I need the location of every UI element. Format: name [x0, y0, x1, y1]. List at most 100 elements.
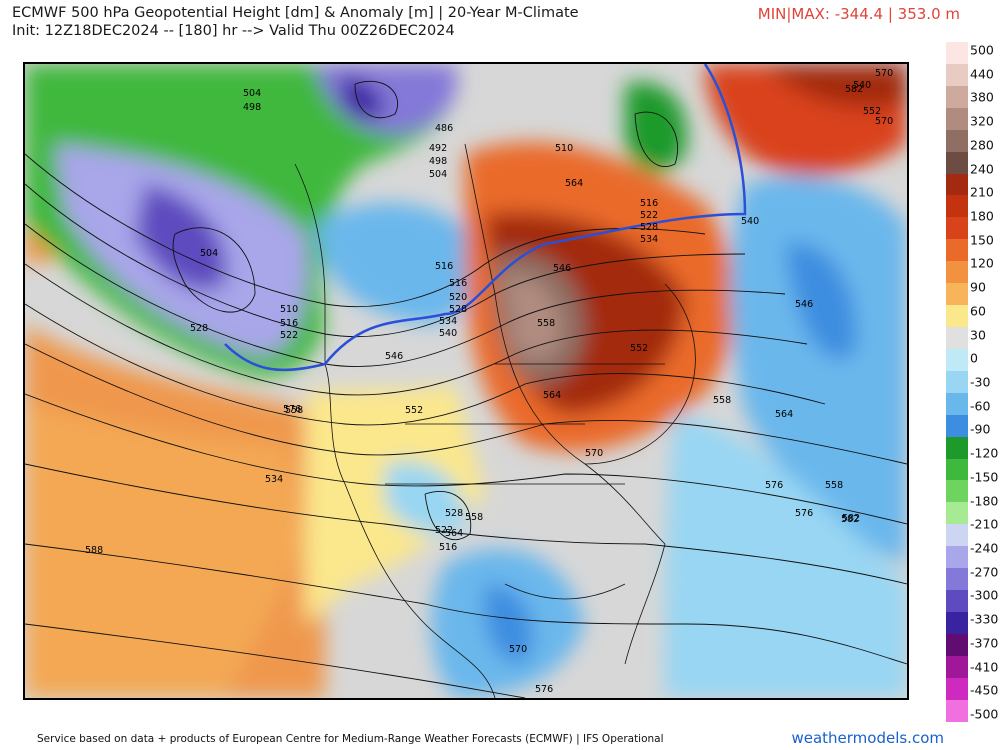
colorbar-label: -450	[970, 682, 999, 698]
init-valid-line: Init: 12Z18DEC2024 -- [180] hr --> Valid…	[12, 23, 455, 39]
colorbar-swatch	[946, 129, 968, 152]
colorbar-label: -410	[970, 659, 999, 675]
colorbar-label: 60	[970, 303, 986, 319]
contour-label: 552	[863, 106, 881, 117]
contour-label: 546	[553, 263, 571, 274]
colorbar-label: -240	[970, 540, 999, 556]
contour-label: 558	[825, 480, 843, 491]
contour-label: 504	[243, 88, 261, 99]
colorbar-swatch	[946, 305, 968, 327]
contour-label: 520	[449, 292, 467, 303]
colorbar-label: -300	[970, 587, 999, 603]
colorbar-label: 120	[970, 255, 994, 271]
colorbar-label: 240	[970, 161, 994, 177]
colorbar-label: -180	[970, 493, 999, 509]
contour-label: 576	[765, 480, 783, 491]
colorbar-swatch	[946, 502, 968, 525]
contour-label: 558	[713, 395, 731, 406]
colorbar-swatch	[946, 151, 968, 174]
weather-map[interactable]: 504 498 486 492 498 504 510 516 522 528 534 540 546 5…	[23, 62, 909, 700]
colorbar-swatch	[946, 480, 968, 503]
colorbar-swatch	[946, 633, 968, 656]
colorbar-label: -370	[970, 635, 999, 651]
colorbar-swatch	[946, 107, 968, 130]
contour-label: 492	[429, 143, 447, 154]
colorbar-swatch	[946, 611, 968, 634]
contour-label: 582	[845, 84, 863, 95]
contour-label: 558	[537, 318, 555, 329]
colorbar-swatch	[946, 261, 968, 284]
credit-footer: Service based on data + products of Euro…	[37, 733, 664, 745]
contour-label: 540	[741, 216, 759, 227]
colorbar-swatch	[946, 458, 968, 481]
contour-label: 552	[405, 405, 423, 416]
contour-label: 576	[283, 404, 301, 415]
colorbar-swatch	[946, 195, 968, 218]
contour-label: 582	[842, 513, 860, 524]
colorbar-swatch	[946, 42, 968, 64]
colorbar-swatch	[946, 348, 968, 371]
contour-label: 582	[841, 514, 859, 525]
contour-label: 534	[640, 234, 658, 245]
colorbar-label: 210	[970, 184, 994, 200]
contour-label: 540	[439, 328, 457, 339]
colorbar-label: 180	[970, 208, 994, 224]
contour-label: 564	[445, 528, 463, 539]
contour-label: 522	[435, 525, 453, 536]
contour-label: 528	[190, 323, 208, 334]
colorbar-label: -150	[970, 469, 999, 485]
contour-label: 516	[280, 318, 298, 329]
colorbar-swatch	[946, 568, 968, 591]
colorbar-label: -90	[970, 421, 991, 437]
colorbar-swatch	[946, 239, 968, 262]
colorbar-swatch	[946, 677, 968, 700]
colorbar-label: 380	[970, 89, 994, 105]
map-title: ECMWF 500 hPa Geopotential Height [dm] &…	[12, 5, 579, 21]
contour-label: 498	[429, 156, 447, 167]
contour-label: 516	[640, 198, 658, 209]
colorbar-swatch	[946, 524, 968, 547]
colorbar-swatch	[946, 326, 968, 349]
colorbar-label: 30	[970, 327, 986, 343]
map-header: ECMWF 500 hPa Geopotential Height [dm] &…	[12, 4, 579, 40]
contour-label: 528	[449, 304, 467, 315]
contour-labels: 5044984864924985045105165225285345405465…	[85, 68, 893, 695]
contour-label: 540	[853, 80, 871, 91]
height-contours	[25, 80, 907, 698]
contour-label: 504	[429, 169, 447, 180]
colorbar-label: -120	[970, 445, 999, 461]
colorbar-label: 440	[970, 66, 994, 82]
contour-label: 534	[265, 474, 283, 485]
anomaly-shading	[25, 64, 907, 698]
colorbar-label: 320	[970, 113, 994, 129]
colorbar-swatch	[946, 370, 968, 393]
contour-label: 570	[875, 116, 893, 127]
contour-label: 516	[439, 542, 457, 553]
colorbar-swatch	[946, 63, 968, 86]
contour-label: 510	[555, 143, 573, 154]
colorbar-swatch	[946, 414, 968, 437]
min-max-readout: MIN|MAX: -344.4 | 353.0 m	[757, 5, 960, 23]
colorbar-label: -500	[970, 706, 999, 722]
colorbar-label: -30	[970, 374, 991, 390]
colorbar-swatch	[946, 85, 968, 108]
contour-label: 504	[200, 248, 218, 259]
colorbar-label: 90	[970, 279, 986, 295]
brand-link[interactable]: weathermodels.com	[791, 729, 944, 747]
colorbar-swatch	[946, 436, 968, 459]
contour-label: 546	[795, 299, 813, 310]
contour-label: 576	[795, 508, 813, 519]
colorbar-swatch	[946, 392, 968, 415]
contour-label: 588	[85, 545, 103, 556]
contour-label: 516	[435, 261, 453, 272]
colorbar-swatch	[946, 217, 968, 240]
colorbar-swatch	[946, 655, 968, 678]
contour-label: 534	[439, 316, 457, 327]
contour-label: 576	[535, 684, 553, 695]
contour-label: 522	[640, 210, 658, 221]
contour-label: 546	[385, 351, 403, 362]
contour-label: 522	[280, 330, 298, 341]
contour-label: 558	[465, 512, 483, 523]
colorbar-label: -330	[970, 611, 999, 627]
anomaly-map-svg: 5044984864924985045105165225285345405465…	[25, 64, 907, 698]
